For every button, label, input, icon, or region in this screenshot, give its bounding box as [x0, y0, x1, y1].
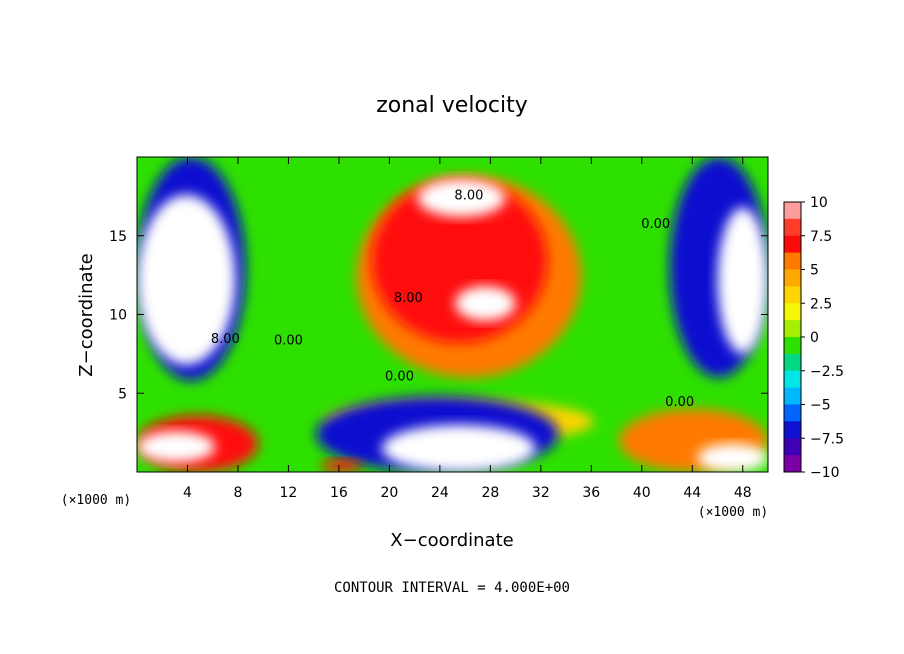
colorbar-tick-label: 10 — [810, 195, 828, 211]
colorbar-tick-label: −10 — [810, 465, 840, 481]
colorbar-swatch — [784, 235, 801, 254]
x-tick-label: 12 — [280, 485, 298, 501]
x-tick-label: 16 — [330, 485, 348, 501]
colorbar-swatch — [784, 320, 801, 338]
x-tick-label: 32 — [532, 485, 550, 501]
contour-label-2: 8.00 — [394, 291, 423, 306]
x-tick-label: 20 — [380, 485, 398, 501]
colorbar-tick-label: 0 — [810, 330, 819, 346]
colorbar-swatch — [784, 438, 801, 456]
x-tick-label: 28 — [481, 485, 499, 501]
heatmap-region-4 — [417, 179, 506, 217]
y-axis-label: Z−coordinate — [76, 253, 97, 376]
chart-title: zonal velocity — [376, 93, 528, 118]
heatmap-field: 8.00 0.00 8.00 0.00 8.00 0.00 0.00 — [137, 157, 768, 472]
x-axis-unit-right: (×1000 m) — [698, 505, 768, 520]
colorbar-tick-label: 5 — [810, 263, 819, 279]
colorbar-swatch — [784, 252, 801, 270]
contour-label-1: 0.00 — [641, 217, 670, 232]
x-axis: 4 8 12 16 20 24 28 32 36 40 44 48 X−coordinate (×10… — [61, 157, 768, 551]
colorbar-legend: 10 7.5 5 2.5 0 −2.5 −5 −7.5 −10 — [783, 195, 844, 481]
heatmap-region-15 — [321, 459, 362, 472]
heatmap-region-14 — [697, 443, 768, 472]
contour-label-5: 0.00 — [385, 370, 414, 385]
plot-area: 8.00 0.00 8.00 0.00 8.00 0.00 0.00 — [136, 156, 769, 473]
colorbar-tick-label: 2.5 — [810, 296, 832, 312]
y-tick-label: 10 — [109, 308, 127, 324]
contour-label-3: 0.00 — [274, 333, 303, 348]
colorbar-swatch — [784, 404, 801, 422]
colorbar-swatch — [784, 337, 801, 355]
heatmap-region-10 — [381, 424, 536, 472]
x-axis-label: X−coordinate — [390, 530, 513, 551]
x-axis-ticks: 4 8 12 16 20 24 28 32 36 40 44 48 — [183, 157, 752, 501]
contour-interval-footer: CONTOUR INTERVAL = 4.000E+00 — [334, 580, 570, 596]
x-tick-label: 24 — [431, 485, 449, 501]
colorbar-swatch — [784, 387, 801, 405]
y-axis: 5 10 15 Z−coordinate — [76, 229, 768, 402]
heatmap-region-6 — [137, 194, 236, 365]
x-tick-label: 8 — [233, 485, 242, 501]
colorbar-swatch — [784, 303, 801, 321]
x-tick-label: 44 — [683, 485, 701, 501]
colorbar-swatch — [784, 455, 801, 473]
colorbar-swatch — [784, 370, 801, 389]
colorbar-swatch — [784, 353, 801, 372]
heatmap-region-3 — [455, 286, 516, 321]
colorbar-swatch — [784, 202, 801, 220]
colorbar-tick-label: −7.5 — [810, 431, 844, 447]
colorbar-swatch — [784, 218, 801, 237]
y-tick-label: 5 — [118, 386, 127, 402]
colorbar-swatch — [784, 269, 801, 287]
x-tick-label: 4 — [183, 485, 192, 501]
x-tick-label: 48 — [734, 485, 752, 501]
colorbar-tick-label: 7.5 — [810, 229, 832, 245]
y-axis-ticks: 5 10 15 — [109, 229, 768, 402]
colorbar-swatch — [784, 286, 801, 304]
heatmap-region-12 — [137, 431, 216, 463]
x-tick-label: 40 — [633, 485, 651, 501]
y-tick-label: 15 — [109, 229, 127, 245]
x-axis-unit-left: (×1000 m) — [61, 493, 131, 508]
colorbar-tick-label: −2.5 — [810, 364, 844, 380]
contour-label-4: 8.00 — [211, 332, 240, 347]
colorbar-swatch — [784, 421, 801, 439]
heatmap-region-8 — [717, 207, 768, 354]
contour-label-0: 8.00 — [454, 189, 483, 204]
x-tick-label: 36 — [582, 485, 600, 501]
contour-label-6: 0.00 — [665, 395, 694, 410]
colorbar-tick-label: −5 — [810, 398, 831, 414]
